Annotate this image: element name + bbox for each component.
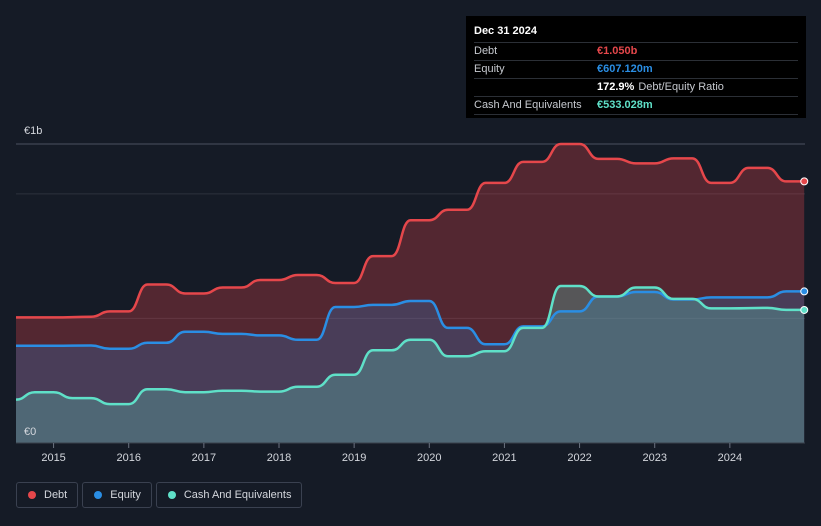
legend-label: Cash And Equivalents — [183, 489, 292, 501]
tooltip-value: €607.120m — [597, 63, 653, 75]
x-tick-label: 2016 — [116, 452, 140, 464]
ratio-value: 172.9% — [597, 81, 635, 93]
legend-dot-icon — [28, 491, 36, 499]
tooltip-date: Dec 31 2024 — [474, 25, 537, 37]
series-line-2 — [15, 284, 805, 406]
tooltip-value: €533.028m — [597, 99, 653, 111]
legend-dot-icon — [167, 491, 176, 499]
series-lines — [15, 142, 805, 406]
tooltip-label — [474, 79, 597, 96]
y-axis-top-label: €1b — [24, 125, 42, 137]
tooltip-row-ratio: 172.9% Debt/Equity Ratio — [474, 78, 798, 96]
tooltip-panel: Dec 31 2024 Debt €1.050b Equity €607.120… — [466, 16, 806, 118]
x-tick-label: 2018 — [267, 452, 291, 464]
y-axis-bottom-label: €0 — [24, 426, 36, 438]
legend-label: Equity — [110, 489, 141, 501]
x-tick-label: 2022 — [567, 452, 591, 464]
legend: Debt Equity Cash And Equivalents — [16, 482, 303, 508]
series-end-point-1 — [800, 287, 809, 296]
series-area-1 — [16, 291, 805, 443]
legend-item-cash-and-equivalents[interactable]: Cash And Equivalents — [155, 482, 303, 508]
x-tick-label: 2015 — [41, 452, 65, 464]
legend-label: Debt — [44, 489, 68, 501]
series-endpoints — [800, 177, 809, 314]
series-line-0 — [16, 142, 805, 319]
tooltip-label: Equity — [474, 63, 505, 75]
x-tick-label: 2024 — [718, 452, 742, 464]
tooltip-label: Debt — [474, 45, 498, 57]
x-tick-label: 2023 — [642, 452, 666, 464]
x-tick-label: 2021 — [492, 452, 516, 464]
grid-lines — [16, 143, 805, 319]
x-tick-label: 2020 — [417, 452, 441, 464]
tooltip-row-equity: Equity €607.120m — [474, 60, 798, 78]
tooltip-row-debt: Debt €1.050b — [474, 42, 798, 60]
x-tick-label: 2019 — [342, 452, 366, 464]
x-axis: 2015 2016 2017 2018 2019 2020 2021 2022 2023 2024 — [16, 442, 805, 464]
x-tick-label: 2017 — [192, 452, 216, 464]
tooltip-value: €1.050b — [597, 45, 638, 57]
tooltip-label: Cash And Equivalents — [474, 99, 582, 111]
tooltip-value: 172.9% Debt/Equity Ratio — [597, 79, 724, 96]
tooltip-row-cash: Cash And Equivalents €533.028m — [474, 96, 798, 115]
legend-dot-icon — [94, 491, 103, 499]
ratio-unit: Debt/Equity Ratio — [638, 81, 724, 93]
legend-item-equity[interactable]: Equity — [82, 482, 152, 508]
series-areas — [16, 144, 805, 443]
series-area-0 — [16, 144, 805, 443]
series-end-point-0 — [800, 177, 809, 186]
series-area-2 — [16, 286, 805, 443]
series-end-point-2 — [800, 305, 809, 314]
legend-item-debt[interactable]: Debt — [16, 482, 79, 508]
